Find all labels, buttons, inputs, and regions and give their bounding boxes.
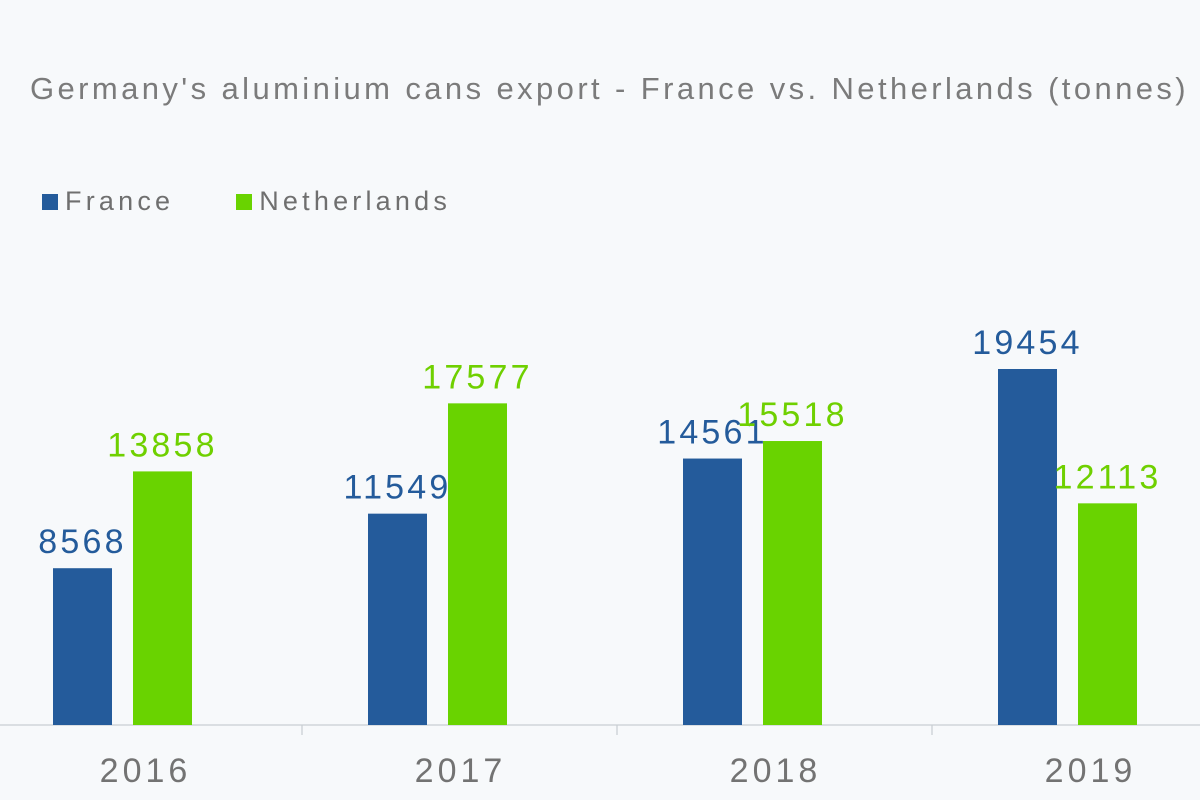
data-label-netherlands-2017: 17577 <box>422 358 533 396</box>
chart-title: Germany's aluminium cans export - France… <box>30 71 1190 106</box>
legend-item-france: France <box>42 186 174 217</box>
bar-france-2016 <box>53 568 112 725</box>
x-tick-label-2019: 2019 <box>1045 752 1137 790</box>
bar-france-2018 <box>683 458 742 725</box>
bar-france-2017 <box>368 513 427 725</box>
bar-netherlands-2017 <box>448 403 507 725</box>
data-label-france-2017: 11549 <box>343 469 451 507</box>
x-tick-label-2017: 2017 <box>415 752 507 790</box>
data-label-netherlands-2016: 13858 <box>107 426 218 464</box>
legend-swatch-france <box>42 193 58 210</box>
data-label-netherlands-2019: 12113 <box>1053 458 1161 496</box>
bar-france-2019 <box>998 369 1057 725</box>
chart-legend: France Netherlands <box>42 186 513 217</box>
bar-netherlands-2018 <box>763 441 822 725</box>
legend-label-france: France <box>65 186 175 216</box>
x-tick-label-2018: 2018 <box>730 752 822 790</box>
legend-item-netherlands: Netherlands <box>236 186 451 217</box>
legend-swatch-netherlands <box>236 193 253 210</box>
data-label-france-2018: 14561 <box>657 414 768 452</box>
bar-netherlands-2016 <box>133 471 192 725</box>
data-label-france-2016: 8568 <box>38 523 126 561</box>
legend-label-netherlands: Netherlands <box>259 186 452 216</box>
data-label-netherlands-2018: 15518 <box>737 396 848 434</box>
bar-netherlands-2019 <box>1078 503 1137 725</box>
x-tick-label-2016: 2016 <box>100 752 192 790</box>
data-label-france-2019: 19454 <box>972 324 1083 362</box>
